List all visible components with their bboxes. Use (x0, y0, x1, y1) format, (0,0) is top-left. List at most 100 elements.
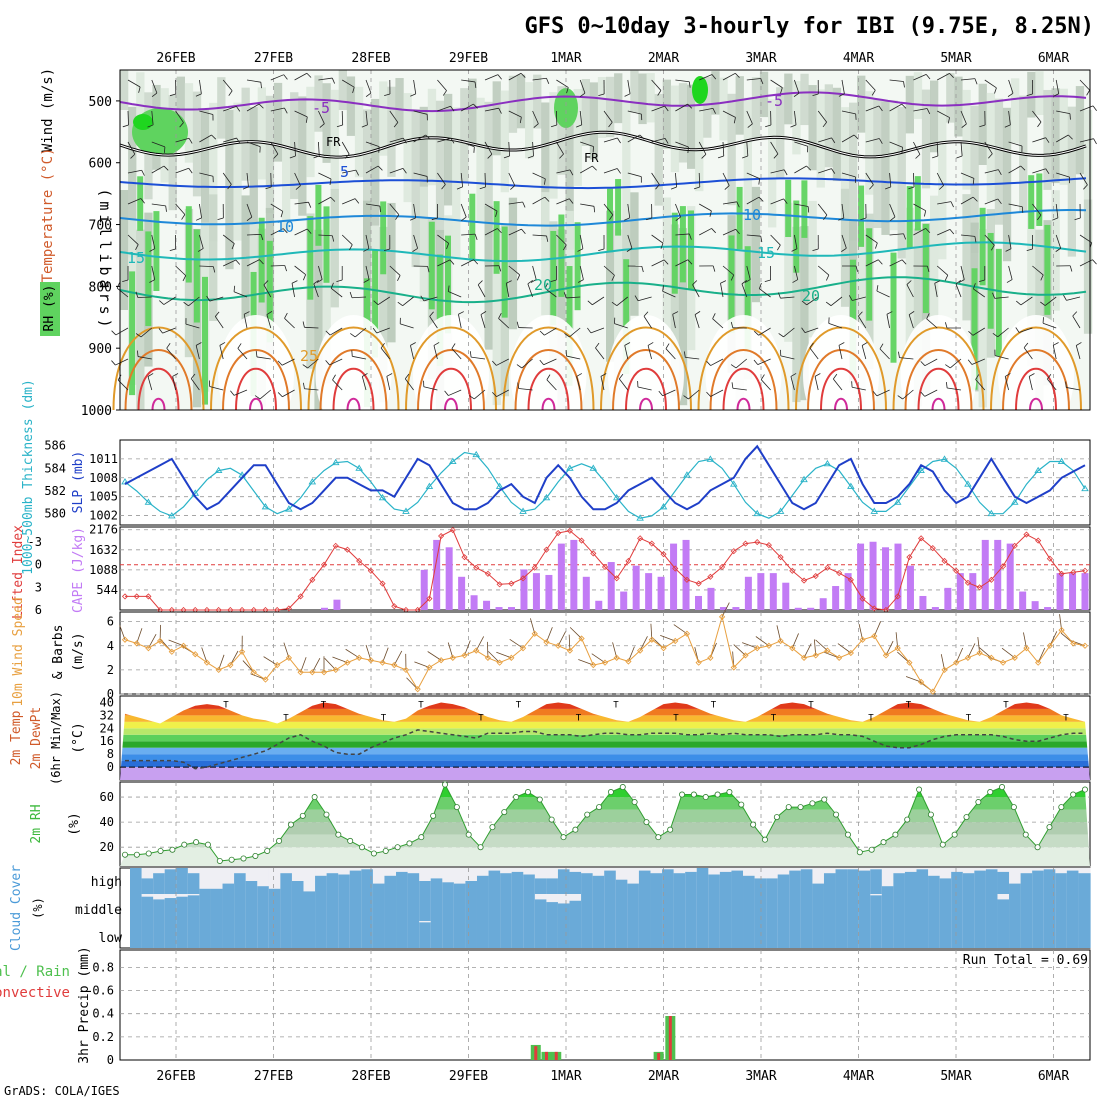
wind-barb-flag (709, 210, 712, 217)
cloud-bar (858, 921, 871, 948)
wind-barb (955, 283, 962, 298)
wind-barb-flag (260, 82, 262, 89)
lifted-tick: 3 (35, 580, 42, 594)
cloud-bar (303, 891, 316, 894)
wind10-marker (590, 661, 597, 669)
wind-barb-flag (915, 154, 921, 159)
thickness-marker (214, 466, 223, 474)
bottom-date-axis: 26FEB 27FEB 28FEB 29FEB 1MAR 2MAR 3MAR 4MAR 5MAR… (156, 1069, 1069, 1084)
rh-shade (322, 83, 331, 163)
wind-barb-flag (672, 311, 679, 315)
wind-barb (389, 167, 404, 174)
cloud-bar (893, 921, 906, 948)
wind-barb (458, 314, 462, 329)
wind-barb-flag (694, 311, 701, 315)
cloud-bar (199, 921, 212, 948)
wind-barb-flag (898, 351, 900, 358)
wind-barb (246, 79, 261, 83)
precip-units: 3hr Precip (mm) (77, 946, 92, 1063)
wind-barb (223, 259, 237, 267)
lifted-marker (894, 593, 901, 600)
cape-bar (744, 576, 752, 610)
wind-barb (1032, 137, 1046, 143)
contour-25 (600, 326, 692, 411)
rh2m-marker (370, 850, 377, 857)
wind-barb-flag (280, 211, 284, 218)
wind-barb-flag (242, 186, 249, 190)
rh-shade (120, 190, 129, 310)
wind-barb (437, 259, 451, 267)
cloud-bar (222, 921, 235, 948)
wind-barb (461, 103, 474, 112)
cloud-bar (1055, 921, 1068, 948)
cape-bar (857, 543, 865, 610)
wind-barb-flag (228, 90, 233, 96)
wind10-marker (566, 647, 574, 654)
temp-min-marker: T (283, 714, 289, 724)
cloud-bar (985, 869, 999, 894)
wind-barb-flag (412, 248, 418, 252)
wind-barb-flag (901, 103, 907, 109)
wind-barb-flag (741, 280, 748, 285)
wind-barb (329, 358, 343, 366)
wind-barb-flag (688, 233, 692, 240)
wind-barb (246, 103, 260, 112)
wind-barb (147, 376, 153, 391)
wind-barb-flag (116, 282, 120, 289)
cloud-bar (766, 878, 779, 894)
wind-barb-flag (624, 217, 630, 221)
wind-barb (127, 169, 142, 174)
wind-barb-flag (444, 390, 449, 396)
rh-shade (363, 109, 372, 268)
wind10-barb (488, 651, 500, 663)
cloud-bar (234, 921, 247, 948)
cloud-bar (372, 894, 386, 921)
precip-tick: 0 (107, 1053, 114, 1067)
rh-shade (516, 74, 526, 129)
wind-barb (994, 355, 1009, 360)
wind-barb-flag (886, 311, 893, 315)
wind10-barb (858, 624, 863, 640)
wind-barb (508, 228, 522, 236)
cloud-bar (893, 894, 906, 921)
wind10-barb (742, 642, 758, 649)
cloud-bar (407, 873, 420, 894)
rh2m-marker (181, 841, 188, 848)
cloud-bar (523, 874, 536, 894)
rh-shade (606, 76, 615, 138)
wind-barb-flag (861, 342, 868, 346)
wind10-marker (941, 666, 948, 674)
wind-barb (746, 172, 760, 179)
wind-barb-flag (473, 103, 478, 109)
thickness-marker (729, 480, 738, 487)
rh-shade (589, 82, 599, 160)
slp-label: SLP (mb) (71, 451, 86, 514)
cape-bar (420, 569, 428, 610)
lifted-marker (859, 595, 866, 602)
wind-barb-flag (853, 134, 859, 140)
wind-barb-flag (760, 78, 764, 85)
cloud-bar (465, 894, 478, 921)
wind-barb-flag (111, 360, 116, 366)
wind-barb-flag (362, 373, 368, 377)
wind-barb (246, 233, 262, 236)
wind-barb-flag (284, 265, 287, 272)
rh2m-marker (477, 844, 484, 851)
wind-barb (722, 72, 736, 81)
wind-barb-flag (211, 134, 217, 140)
rh-shade (419, 106, 428, 258)
cloud-bar (1078, 873, 1091, 894)
cloud-bar (847, 894, 860, 921)
cloud-bar (419, 881, 432, 894)
cloud-bar (823, 921, 837, 948)
wind10-barb (557, 631, 566, 646)
rh-shade (792, 81, 801, 155)
cloud-bar (453, 921, 467, 948)
wind-barb-flag (352, 87, 355, 94)
wind-barb (971, 358, 985, 365)
wind-barb (889, 79, 904, 82)
lifted-marker (601, 563, 609, 571)
wind-barb-flag (831, 168, 836, 174)
